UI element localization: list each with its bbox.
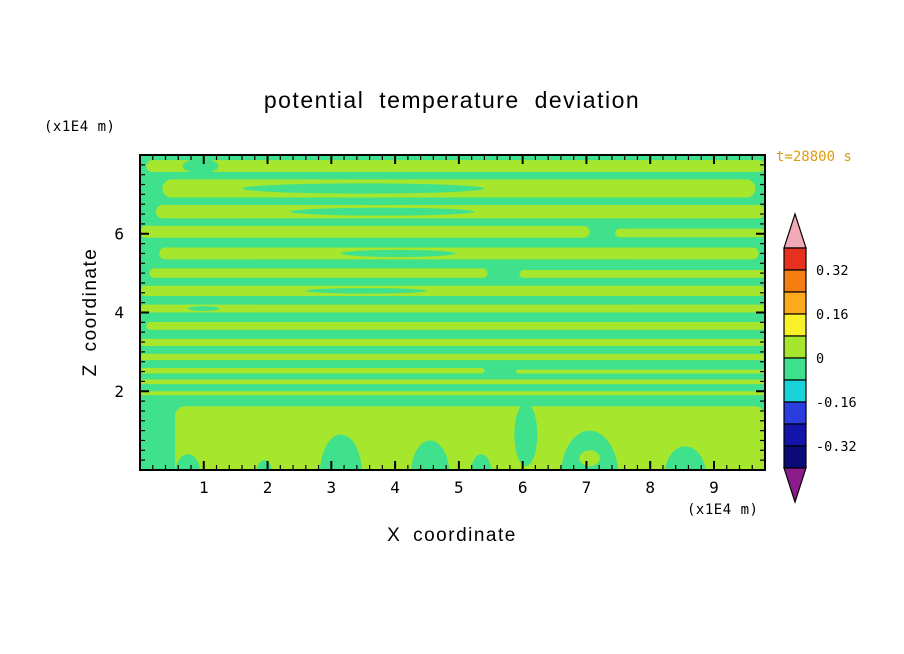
negative-lens bbox=[305, 288, 427, 294]
positive-band bbox=[146, 160, 765, 172]
colorbar-segment bbox=[783, 269, 807, 293]
colorbar-label: 0.32 bbox=[816, 263, 849, 279]
x-tick-label: 5 bbox=[454, 478, 464, 497]
chart-title: potential temperature deviation bbox=[263, 87, 641, 113]
positive-band bbox=[140, 304, 765, 313]
positive-band bbox=[140, 225, 590, 238]
x-tick-label: 2 bbox=[263, 478, 273, 497]
colorbar-segment bbox=[783, 313, 807, 337]
colorbar-segment bbox=[783, 401, 807, 425]
x-tick-label: 8 bbox=[645, 478, 655, 497]
colorbar-label: 0 bbox=[816, 351, 824, 367]
positive-band bbox=[140, 379, 765, 385]
positive-band bbox=[140, 285, 765, 296]
y-tick-label: 4 bbox=[114, 303, 124, 322]
negative-lens bbox=[242, 183, 485, 194]
negative-lens bbox=[187, 306, 220, 311]
y-axis-title: Z coordinate bbox=[80, 247, 101, 377]
positive-band bbox=[140, 391, 765, 396]
colorbar-segment bbox=[783, 247, 807, 271]
negative-lens bbox=[289, 207, 475, 216]
positive-band bbox=[140, 353, 765, 361]
negative-blob bbox=[514, 403, 538, 467]
contour-field bbox=[140, 155, 765, 470]
colorbar-segment bbox=[783, 335, 807, 359]
colorbar-label: 0.16 bbox=[816, 307, 849, 323]
colorbar-segment bbox=[783, 379, 807, 403]
positive-band bbox=[140, 368, 485, 374]
x-tick-label: 6 bbox=[518, 478, 528, 497]
colorbar-label: -0.32 bbox=[816, 439, 857, 455]
negative-blob bbox=[471, 454, 492, 470]
colorbar-under-arrow bbox=[783, 467, 807, 504]
y-axis-unit-label: (x1E4 m) bbox=[44, 119, 116, 135]
negative-blob bbox=[319, 434, 362, 470]
negative-blob bbox=[561, 430, 619, 470]
bottom-positive-region bbox=[175, 406, 765, 470]
colorbar-label: -0.16 bbox=[816, 395, 857, 411]
x-tick-label: 1 bbox=[199, 478, 209, 497]
positive-band bbox=[519, 269, 765, 278]
positive-band bbox=[159, 247, 759, 260]
positive-band bbox=[149, 268, 488, 278]
colorbar-segment bbox=[783, 291, 807, 315]
x-axis-title: X coordinate bbox=[387, 525, 517, 546]
negative-blob bbox=[175, 454, 201, 470]
x-tick-label: 7 bbox=[582, 478, 592, 497]
positive-band bbox=[615, 228, 765, 238]
colorbar-segment bbox=[783, 357, 807, 381]
negative-lens bbox=[182, 158, 219, 174]
colorbar-over-arrow bbox=[783, 212, 807, 249]
x-tick-label: 3 bbox=[327, 478, 337, 497]
positive-band bbox=[146, 321, 765, 330]
x-tick-label: 4 bbox=[390, 478, 400, 497]
x-tick-label: 9 bbox=[709, 478, 719, 497]
time-annotation: t=28800 s bbox=[776, 149, 852, 165]
negative-lens bbox=[340, 249, 456, 257]
positive-spot bbox=[579, 450, 600, 467]
colorbar-segment bbox=[783, 423, 807, 447]
x-axis-unit-label: (x1E4 m) bbox=[687, 502, 759, 518]
y-tick-label: 2 bbox=[114, 382, 124, 401]
positive-band bbox=[140, 338, 765, 346]
negative-blob bbox=[665, 446, 706, 470]
y-tick-label: 6 bbox=[114, 224, 124, 243]
negative-blob bbox=[411, 440, 450, 470]
colorbar-segment bbox=[783, 445, 807, 469]
positive-band bbox=[516, 369, 765, 374]
